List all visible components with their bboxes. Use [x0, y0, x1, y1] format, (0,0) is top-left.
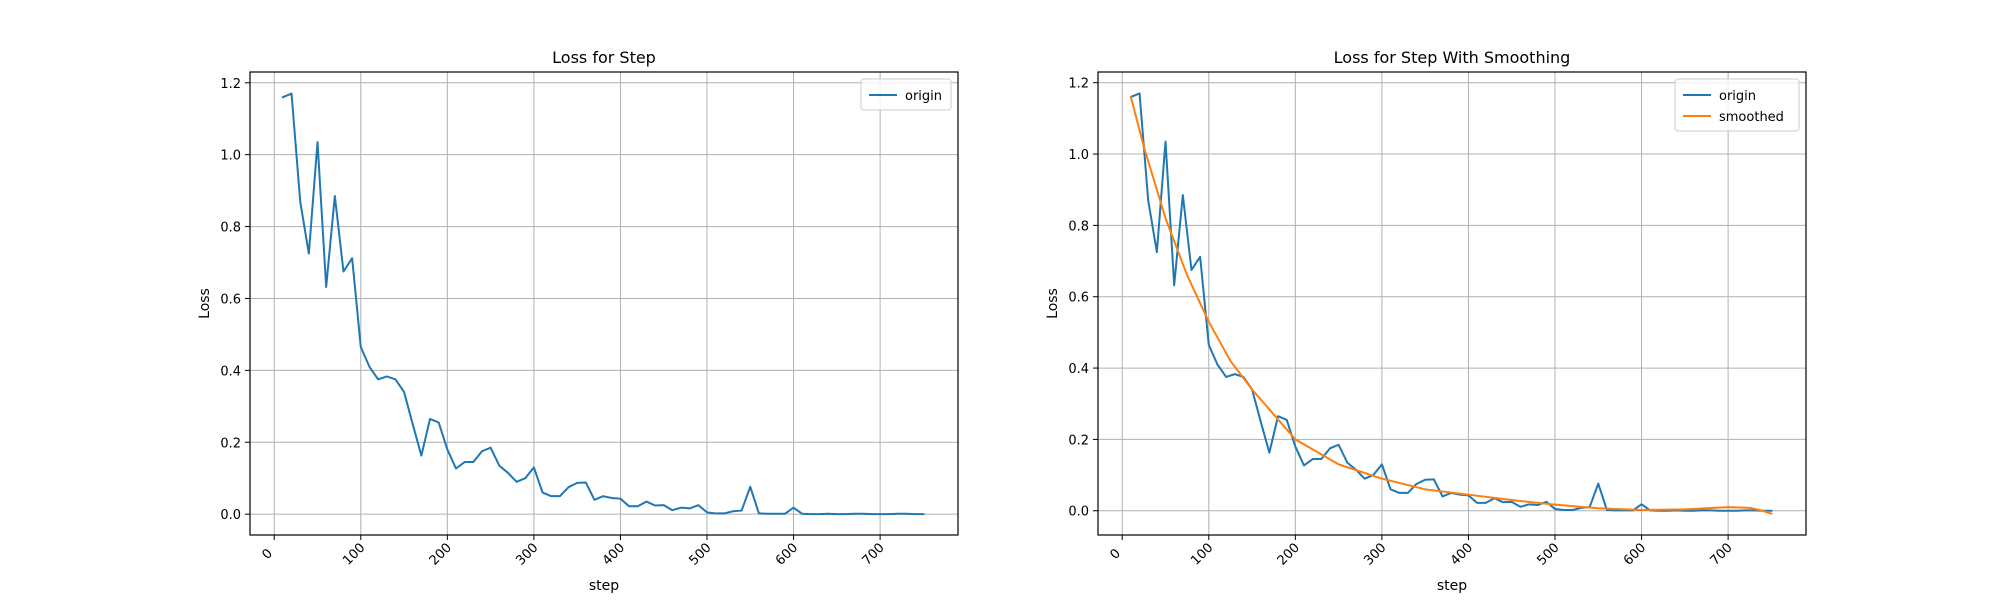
series-line-smoothed — [1129, 95, 1773, 515]
y-tick-label: 0.8 — [1068, 219, 1089, 234]
x-tick-label: 200 — [427, 540, 455, 568]
x-tick-label: 0 — [260, 546, 276, 562]
plot-frame — [1097, 71, 1807, 536]
y-tick-label: 1.0 — [220, 149, 241, 164]
y-tick-label: 0.4 — [1068, 362, 1089, 377]
x-tick-label: 0 — [1108, 546, 1124, 562]
x-tick-label: 100 — [340, 540, 368, 568]
y-tick-label: 0.6 — [220, 292, 241, 307]
x-tick-label: 700 — [860, 540, 888, 568]
legend-label: origin — [905, 89, 942, 104]
legend-box — [1674, 78, 1800, 132]
x-tick-label: 500 — [686, 540, 714, 568]
chart-panel-2: 0 100 200 300 400 500 600 700 0.0 0.2 0.4 0.6 0.8 1.0… — [1045, 48, 1807, 594]
x-tick-label: 400 — [600, 540, 628, 568]
series-line-origin — [281, 92, 925, 516]
x-tick-label: 100 — [1188, 540, 1216, 568]
chart-title: Loss for Step With Smoothing — [1334, 48, 1571, 67]
plot-frame — [249, 71, 959, 536]
x-tick-label: 300 — [1361, 540, 1389, 568]
chart-title: Loss for Step — [552, 48, 656, 67]
legend-label: smoothed — [1719, 110, 1784, 125]
x-tick-label: 600 — [1621, 540, 1649, 568]
legend-label: origin — [1719, 89, 1756, 104]
legend: origin — [860, 78, 952, 111]
legend-box — [860, 78, 952, 111]
x-tick-label: 500 — [1534, 540, 1562, 568]
y-tick-label: 0.4 — [220, 364, 241, 379]
x-tick-label: 200 — [1275, 540, 1303, 568]
y-tick-label: 1.2 — [220, 77, 241, 92]
x-tick-label: 300 — [513, 540, 541, 568]
x-tick-label: 600 — [773, 540, 801, 568]
y-axis-label: Loss — [1045, 288, 1061, 319]
y-tick-label: 0.6 — [1068, 291, 1089, 306]
chart-panel-1: 0 100 200 300 400 500 600 700 0.0 0.2 0.4 0.6 0.8 1.0… — [197, 48, 959, 594]
series-line-origin — [1129, 92, 1773, 512]
y-tick-label: 1.0 — [1068, 148, 1089, 163]
x-tick-label: 400 — [1448, 540, 1476, 568]
y-tick-label: 1.2 — [1068, 77, 1089, 92]
x-axis-label: step — [589, 578, 619, 594]
y-tick-label: 0.2 — [220, 436, 241, 451]
x-axis-label: step — [1437, 578, 1467, 594]
y-tick-label: 0.2 — [1068, 433, 1089, 448]
y-axis-label: Loss — [197, 288, 213, 319]
y-tick-label: 0.0 — [1068, 505, 1089, 520]
legend: origin smoothed — [1674, 78, 1800, 132]
x-tick-label: 700 — [1708, 540, 1736, 568]
y-tick-label: 0.8 — [220, 221, 241, 236]
y-tick-label: 0.0 — [220, 508, 241, 523]
